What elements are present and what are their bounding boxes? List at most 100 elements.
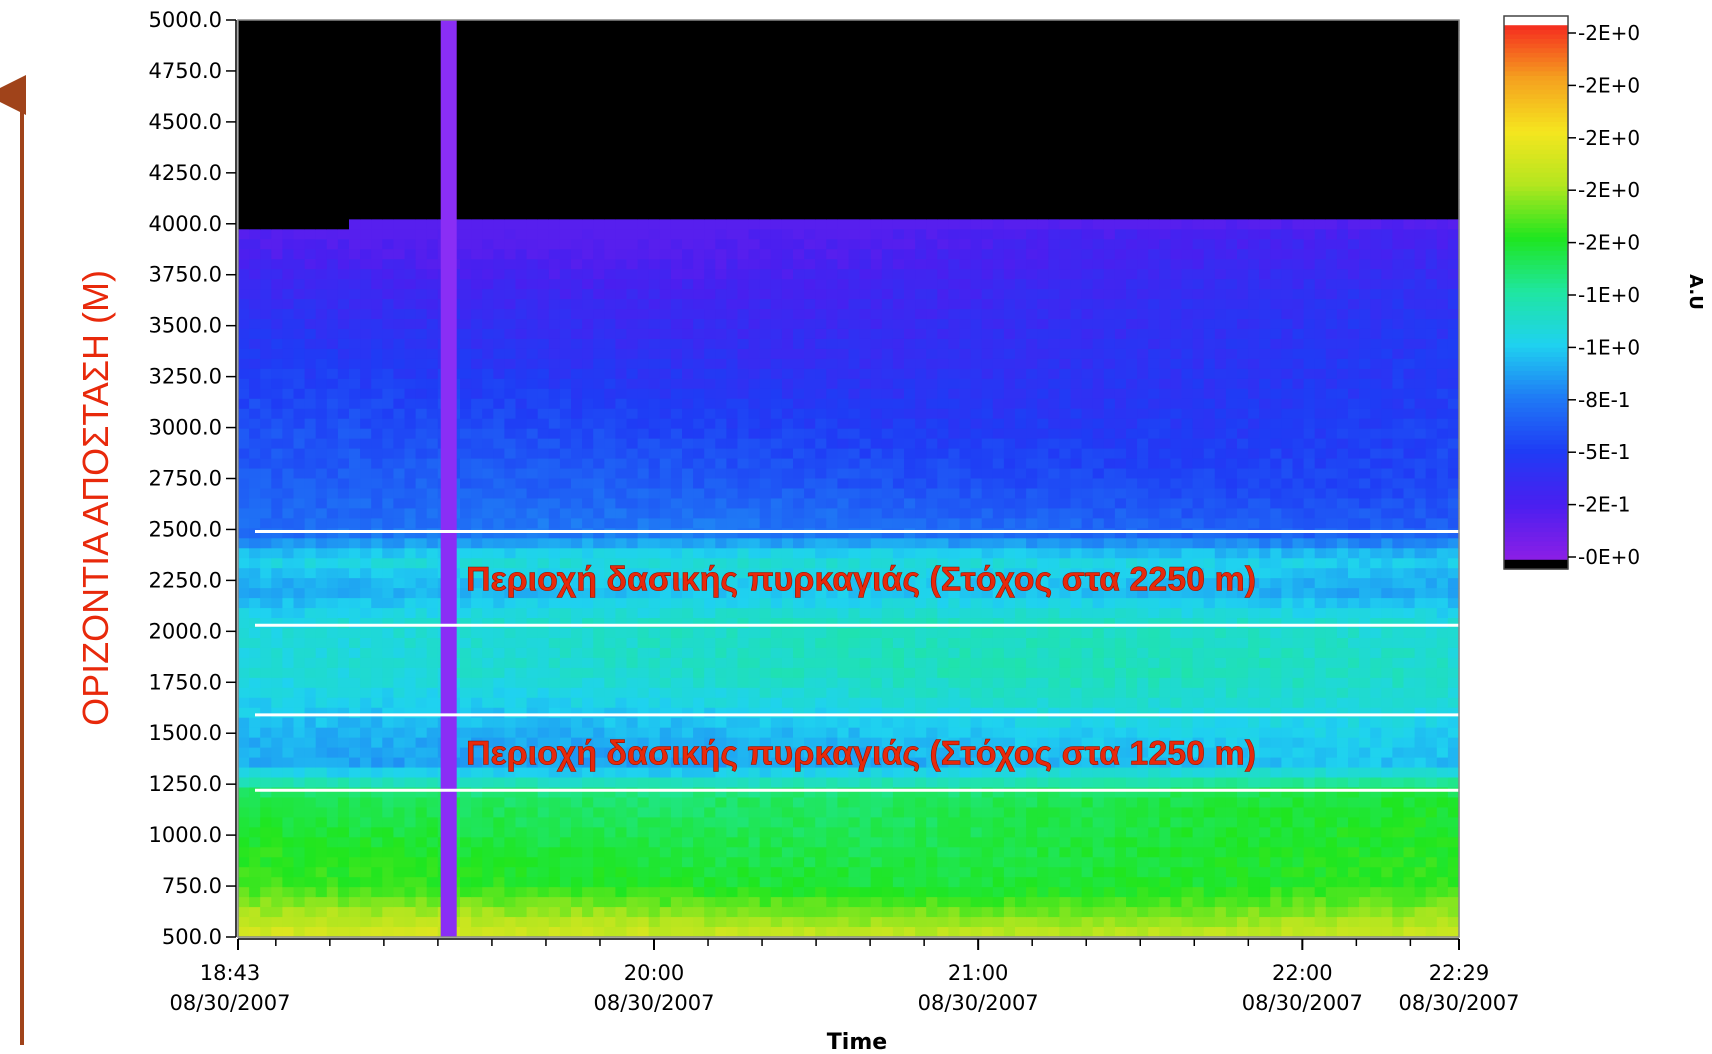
- heatmap-cell: [238, 558, 250, 569]
- heatmap-cell: [781, 677, 794, 689]
- heatmap-cell: [326, 777, 339, 789]
- heatmap-cell: [571, 498, 583, 509]
- heatmap-cell: [493, 478, 505, 490]
- heatmap-cell: [315, 219, 328, 230]
- heatmap-cell: [704, 348, 716, 360]
- heatmap-cell: [460, 348, 472, 360]
- heatmap-cell: [537, 59, 550, 71]
- heatmap-cell: [471, 747, 483, 759]
- heatmap-cell: [726, 538, 739, 549]
- heatmap-cell: [415, 309, 428, 320]
- heatmap-cell: [482, 757, 494, 769]
- heatmap-cell: [793, 757, 805, 769]
- heatmap-cell: [781, 408, 794, 420]
- heatmap-cell: [682, 89, 694, 101]
- heatmap-cell: [826, 717, 838, 729]
- heatmap-cell: [537, 558, 550, 569]
- heatmap-cell: [371, 299, 383, 310]
- heatmap-cell: [515, 637, 528, 649]
- heatmap-cell: [471, 618, 483, 629]
- heatmap-cell: [482, 209, 494, 220]
- heatmap-cell: [404, 159, 417, 171]
- heatmap-cell: [282, 299, 295, 310]
- heatmap-cell: [759, 478, 772, 490]
- heatmap-cell: [804, 89, 816, 101]
- heatmap-cell: [826, 189, 838, 201]
- heatmap-cell: [537, 727, 550, 739]
- heatmap-cell: [593, 897, 605, 908]
- heatmap-cell: [759, 687, 772, 699]
- heatmap-cell: [704, 917, 716, 928]
- heatmap-cell: [637, 239, 650, 250]
- heatmap-cell: [515, 747, 528, 759]
- heatmap-cell: [326, 438, 339, 450]
- heatmap-cell: [759, 279, 772, 290]
- heatmap-cell: [537, 657, 550, 669]
- heatmap-cell: [337, 59, 350, 71]
- heatmap-cell: [615, 727, 628, 739]
- heatmap-cell: [471, 757, 483, 769]
- heatmap-cell: [726, 927, 739, 938]
- heatmap-cell: [593, 398, 605, 410]
- heatmap-cell: [249, 209, 261, 220]
- heatmap-cell: [582, 837, 594, 848]
- heatmap-cell: [271, 578, 283, 589]
- heatmap-cell: [659, 657, 672, 669]
- heatmap-cell: [593, 269, 605, 280]
- heatmap-cell: [582, 239, 594, 250]
- heatmap-cell: [337, 269, 350, 280]
- heatmap-cell: [759, 558, 772, 569]
- heatmap-cell: [337, 697, 350, 709]
- heatmap-cell: [670, 428, 683, 440]
- heatmap-cell: [682, 149, 694, 161]
- heatmap-cell: [238, 20, 250, 31]
- heatmap-cell: [737, 458, 750, 470]
- heatmap-cell: [504, 289, 517, 300]
- heatmap-cell: [793, 727, 805, 739]
- heatmap-cell: [726, 777, 739, 789]
- heatmap-cell: [271, 817, 283, 828]
- heatmap-cell: [559, 927, 572, 938]
- heatmap-cell: [726, 398, 739, 410]
- heatmap-cell: [781, 418, 794, 430]
- heatmap-cell: [360, 628, 372, 639]
- heatmap-cell: [693, 667, 705, 679]
- heatmap-cell: [693, 787, 705, 799]
- heatmap-cell: [815, 39, 827, 51]
- heatmap-cell: [304, 129, 317, 141]
- heatmap-cell: [659, 608, 672, 619]
- heatmap-cell: [360, 488, 372, 500]
- heatmap-cell: [238, 757, 250, 769]
- heatmap-cell: [626, 139, 639, 151]
- heatmap-cell: [504, 348, 517, 360]
- heatmap-cell: [526, 69, 539, 81]
- heatmap-cell: [293, 99, 306, 111]
- heatmap-cell: [371, 917, 383, 928]
- heatmap-cell: [648, 837, 661, 848]
- heatmap-cell: [460, 259, 472, 270]
- heatmap-cell: [382, 358, 394, 370]
- heatmap-cell: [471, 568, 483, 579]
- heatmap-cell: [238, 448, 250, 460]
- heatmap-cell: [426, 89, 439, 101]
- heatmap-cell: [415, 348, 428, 360]
- heatmap-cell: [526, 737, 539, 749]
- heatmap-cell: [715, 488, 727, 500]
- heatmap-cell: [804, 219, 816, 230]
- heatmap-cell: [537, 239, 550, 250]
- heatmap-cell: [748, 39, 761, 51]
- heatmap-cell: [249, 817, 261, 828]
- heatmap-cell: [781, 448, 794, 460]
- heatmap-cell: [349, 747, 361, 759]
- heatmap-cell: [704, 448, 716, 460]
- heatmap-cell: [360, 219, 372, 230]
- heatmap-cell: [826, 558, 838, 569]
- heatmap-cell: [371, 279, 383, 290]
- heatmap-cell: [238, 189, 250, 201]
- heatmap-cell: [526, 79, 539, 91]
- heatmap-cell: [837, 159, 850, 171]
- heatmap-cell: [559, 608, 572, 619]
- heatmap-cell: [238, 179, 250, 191]
- heatmap-cell: [238, 877, 250, 888]
- heatmap-cell: [582, 877, 594, 888]
